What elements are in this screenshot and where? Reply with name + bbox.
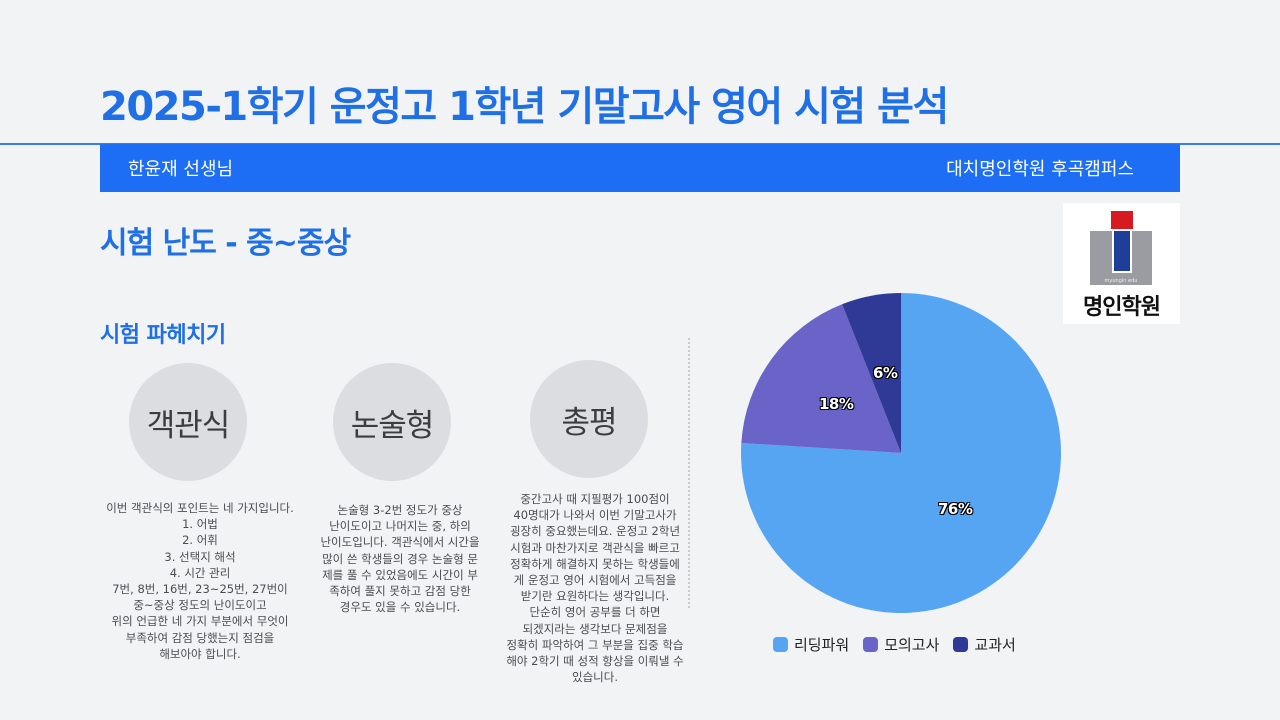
logo-small-text: myungin edu xyxy=(1090,277,1152,285)
pie-svg xyxy=(741,293,1061,613)
legend-swatch xyxy=(863,637,879,652)
academy-name: 대치명인학원 후곡캠퍼스 xyxy=(946,159,1134,180)
summary-description: 중간고사 때 지필평가 100점이 40명대가 나와서 이번 기말고사가 굉장히… xyxy=(506,492,684,685)
logo-name: 명인학원 xyxy=(1083,295,1161,320)
pie-label-mock-exam: 18% xyxy=(819,395,854,413)
essay-description: 논술형 3-2번 정도가 중상 난이도이고 나머지는 중, 하의 난이도입니다.… xyxy=(320,503,480,615)
legend-swatch xyxy=(773,637,788,652)
pie-chart: 76% 18% 6% xyxy=(741,293,1061,613)
objective-circle: 객관식 xyxy=(129,363,247,481)
teacher-name: 한윤재 선생님 xyxy=(128,159,234,180)
summary-circle: 총평 xyxy=(530,360,648,478)
dotted-divider xyxy=(688,338,690,608)
legend-label: 리딩파워 xyxy=(794,636,850,654)
header-bar: 한윤재 선생님 대치명인학원 후곡캠퍼스 xyxy=(100,144,1180,192)
essay-label: 논술형 xyxy=(350,407,435,444)
pie-label-reading-power: 76% xyxy=(938,500,973,518)
legend-item-textbook: 교과서 xyxy=(953,634,1016,655)
logo-blue-block xyxy=(1112,231,1132,273)
objective-label: 객관식 xyxy=(146,407,231,444)
difficulty-heading: 시험 난도 - 중~중상 xyxy=(100,226,351,261)
objective-description: 이번 객관식의 포인트는 네 가지입니다. 1. 어법 2. 어휘 3. 선택지… xyxy=(106,501,294,661)
page-title: 2025-1학기 운정고 1학년 기말고사 영어 시험 분석 xyxy=(100,84,949,130)
legend-swatch xyxy=(953,637,969,652)
pie-slice xyxy=(741,304,901,453)
legend-label: 모의고사 xyxy=(884,636,940,654)
academy-logo: myungin edu 명인학원 xyxy=(1063,203,1180,324)
section-title: 시험 파헤치기 xyxy=(100,323,226,348)
pie-slice xyxy=(842,293,901,453)
essay-circle: 논술형 xyxy=(333,363,451,481)
logo-red-block xyxy=(1111,211,1133,229)
legend-label: 교과서 xyxy=(974,636,1016,654)
pie-label-textbook: 6% xyxy=(873,364,898,382)
summary-label: 총평 xyxy=(561,404,617,441)
legend-item-mock-exam: 모의고사 xyxy=(863,634,939,655)
legend-item-reading-power: 리딩파워 xyxy=(773,634,849,655)
chart-legend: 리딩파워 모의고사 교과서 xyxy=(773,634,1016,655)
